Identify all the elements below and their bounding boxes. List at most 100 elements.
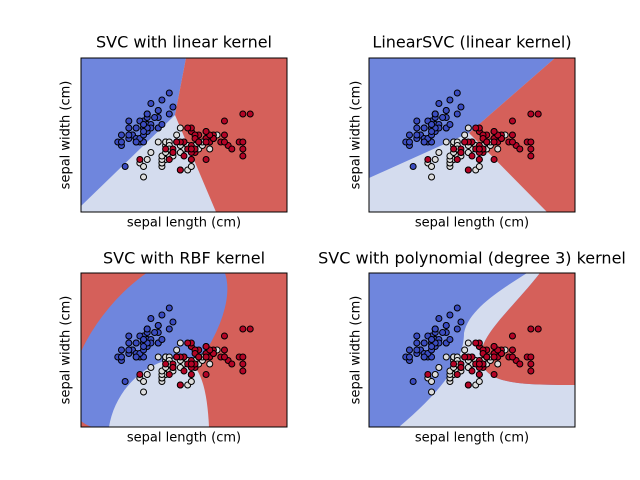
data-point [534, 325, 542, 333]
decision-regions [81, 58, 287, 212]
region [399, 273, 575, 427]
data-point [169, 149, 177, 156]
data-point [195, 138, 203, 146]
data-point [420, 138, 428, 146]
data-point [446, 336, 454, 343]
data-point [140, 128, 148, 135]
data-point [405, 346, 413, 354]
data-point [442, 107, 450, 114]
region [369, 58, 555, 178]
data-point [140, 378, 148, 385]
decision-regions [369, 58, 575, 212]
data-point [143, 110, 151, 118]
data-point [413, 131, 421, 139]
x-axis-label: sepal length (cm) [415, 431, 529, 446]
data-point [457, 318, 465, 326]
data-point [431, 325, 439, 333]
data-point [158, 336, 166, 343]
data-point [176, 381, 184, 389]
data-point [534, 110, 542, 118]
data-point [450, 145, 458, 153]
data-point [527, 325, 535, 333]
axes-frame [80, 272, 288, 428]
data-point [527, 367, 535, 375]
data-point [187, 145, 195, 153]
data-point [483, 353, 491, 361]
subplot-title: SVC with polynomial (degree 3) kernel [318, 249, 626, 268]
data-point [173, 131, 181, 139]
data-point [468, 367, 476, 375]
data-point [140, 336, 148, 343]
data-point [151, 114, 159, 121]
region [175, 58, 287, 212]
data-point [117, 131, 125, 139]
data-point [132, 124, 140, 132]
data-point [428, 343, 436, 350]
data-point [125, 124, 133, 132]
region [469, 58, 575, 212]
y-axis-label: sepal width (cm) [59, 81, 74, 190]
data-point [428, 336, 436, 343]
data-point [450, 360, 458, 368]
data-point [140, 388, 148, 396]
data-point [508, 332, 516, 340]
subplot [80, 272, 288, 428]
data-point [453, 110, 461, 118]
data-point [239, 138, 247, 146]
data-point [246, 325, 254, 333]
data-point [435, 315, 443, 322]
data-point [165, 156, 173, 163]
data-point [508, 138, 516, 146]
data-point [527, 152, 535, 160]
data-point [413, 117, 421, 125]
data-point [516, 145, 524, 153]
data-point [490, 371, 498, 378]
data-point [405, 138, 413, 146]
data-point [442, 322, 450, 329]
data-point [158, 96, 166, 104]
data-point [132, 339, 140, 347]
data-point [169, 103, 177, 111]
data-point [202, 371, 210, 378]
data-point [147, 364, 155, 371]
data-point [239, 152, 247, 160]
data-point [176, 339, 184, 347]
data-point [490, 138, 498, 146]
data-point [136, 371, 144, 378]
data-point [468, 152, 476, 160]
data-point [472, 124, 480, 132]
data-point [527, 353, 535, 361]
data-point [431, 156, 439, 163]
data-point [490, 128, 498, 135]
data-point [457, 364, 465, 371]
subplot [368, 57, 576, 213]
data-point [409, 378, 417, 385]
data-point [140, 121, 148, 128]
data-point [180, 367, 188, 375]
data-point [446, 311, 454, 319]
data-point [169, 364, 177, 371]
data-point [187, 156, 195, 163]
subplot-title: SVC with linear kernel [96, 33, 272, 52]
data-point [442, 138, 450, 146]
data-point [494, 145, 502, 153]
data-point [483, 138, 491, 146]
data-point [125, 117, 133, 125]
data-point [195, 353, 203, 361]
data-point [125, 131, 133, 139]
y-axis-label: sepal width (cm) [59, 296, 74, 405]
data-point [435, 364, 443, 371]
data-point [431, 371, 439, 378]
subplot [368, 272, 576, 428]
data-point [220, 138, 228, 146]
data-point [239, 145, 247, 153]
data-point [162, 145, 170, 153]
data-point [409, 163, 417, 170]
data-point [176, 124, 184, 132]
data-point [180, 152, 188, 160]
data-point [453, 325, 461, 333]
data-point [165, 325, 173, 333]
data-point [428, 388, 436, 396]
data-point [428, 173, 436, 181]
data-point [439, 329, 447, 336]
